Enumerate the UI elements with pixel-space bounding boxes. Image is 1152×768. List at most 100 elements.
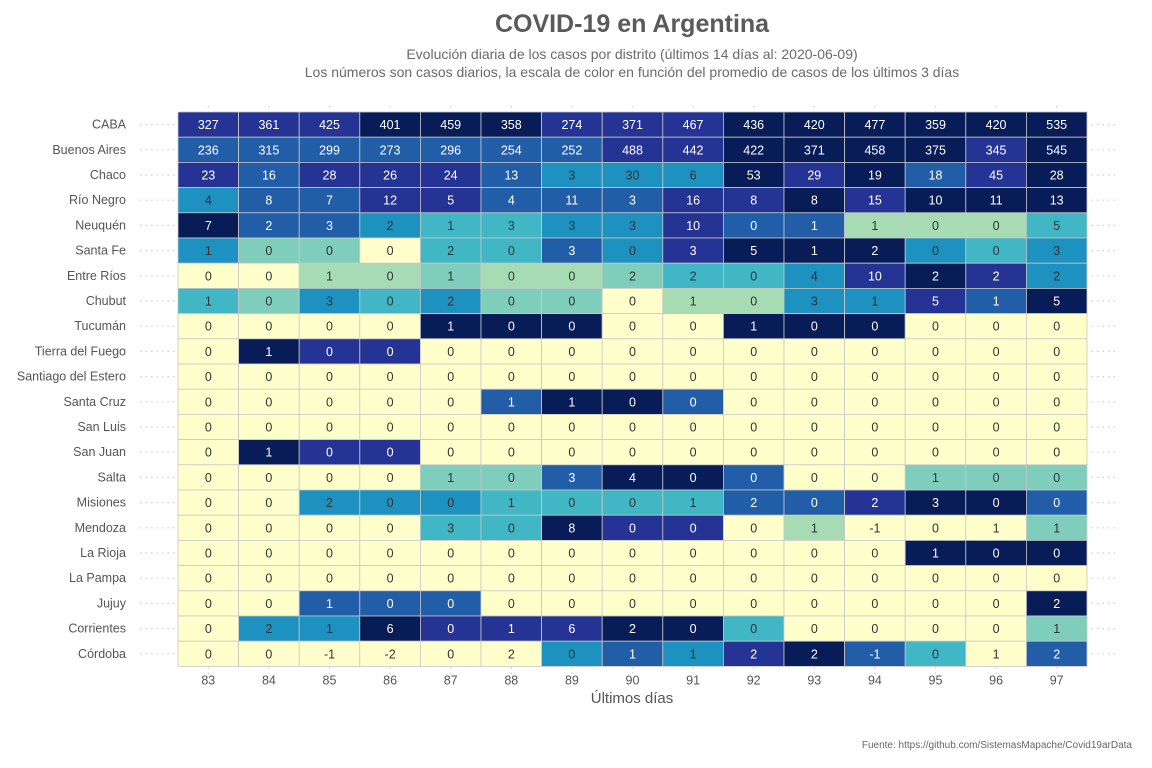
cell-value-label: 467 <box>683 118 704 132</box>
cell-value-label: 18 <box>929 169 943 183</box>
cell-value-label: 0 <box>750 521 757 535</box>
cell-value-label: 0 <box>326 521 333 535</box>
cell-value-label: 2 <box>932 269 939 283</box>
heatmap-cell <box>662 590 724 617</box>
heatmap-cell <box>177 565 239 592</box>
cell-value-label: 28 <box>1050 169 1064 183</box>
cell-value-label: 1 <box>932 471 939 485</box>
heatmap-cell <box>541 388 603 415</box>
cell-value-label: 1 <box>993 647 1000 661</box>
heatmap-cell <box>419 540 482 567</box>
heatmap-cell <box>1026 136 1088 163</box>
cell-value-label: 425 <box>319 118 340 132</box>
cell-value-label: 345 <box>986 143 1007 157</box>
row-label: Chaco <box>90 168 126 182</box>
cell-value-label: 0 <box>326 572 333 586</box>
cell-value-label: 0 <box>1053 496 1060 510</box>
heatmap-cell <box>480 212 542 239</box>
cell-value-label: 0 <box>265 421 272 435</box>
cell-value-label: 0 <box>387 471 394 485</box>
cell-value-label: 6 <box>568 622 575 636</box>
cell-value-label: 1 <box>690 647 697 661</box>
cell-value-label: 12 <box>383 194 397 208</box>
heatmap-cell <box>298 489 361 516</box>
cell-value-label: 0 <box>205 521 212 535</box>
heatmap-cell <box>480 136 542 163</box>
heatmap-cell <box>177 212 239 239</box>
heatmap-cell <box>723 212 785 239</box>
heatmap-cell <box>298 413 361 440</box>
cell-value-label: 5 <box>447 194 454 208</box>
heatmap-cell <box>1026 111 1088 138</box>
heatmap-cell <box>844 464 906 491</box>
heatmap-cell <box>1026 161 1088 188</box>
heatmap-cell <box>177 615 239 642</box>
heatmap-cell <box>177 161 239 188</box>
cell-value-label: 3 <box>568 244 575 258</box>
cell-value-label: 0 <box>1053 395 1060 409</box>
cell-value-label: 0 <box>629 395 636 409</box>
heatmap-cell <box>480 590 542 617</box>
cell-value-label: 1 <box>326 622 333 636</box>
cell-value-label: 0 <box>568 320 575 334</box>
row-label: Chubut <box>86 294 127 308</box>
heatmap-cell <box>541 161 603 188</box>
cell-value-label: 8 <box>750 194 757 208</box>
cell-value-label: 45 <box>989 169 1003 183</box>
cell-value-label: 0 <box>265 320 272 334</box>
cell-value-label: 0 <box>993 345 1000 359</box>
cell-value-label: 11 <box>990 194 1003 208</box>
cell-value-label: 0 <box>932 370 939 384</box>
cell-value-label: 0 <box>1053 446 1060 460</box>
cell-value-label: 0 <box>265 521 272 535</box>
heatmap-cell <box>177 136 239 163</box>
cell-value-label: 0 <box>629 295 636 309</box>
cell-value-label: 358 <box>501 118 522 132</box>
heatmap-cell <box>601 237 664 264</box>
heatmap-cell <box>904 413 967 440</box>
cell-value-label: 0 <box>629 521 636 535</box>
cell-value-label: 375 <box>925 143 946 157</box>
heatmap-cell <box>844 489 906 516</box>
cell-value-label: 0 <box>932 345 939 359</box>
heatmap-cell <box>480 111 542 138</box>
heatmap-cell <box>298 212 361 239</box>
row-label: Salta <box>98 470 127 484</box>
cell-value-label: 0 <box>265 370 272 384</box>
cell-value-label: 0 <box>447 345 454 359</box>
cell-value-label: 0 <box>265 647 272 661</box>
cell-value-label: 0 <box>508 295 515 309</box>
row-label: Río Negro <box>69 193 126 207</box>
heatmap-cell <box>723 388 785 415</box>
cell-value-label: 0 <box>871 622 878 636</box>
cell-value-label: 3 <box>932 496 939 510</box>
cell-value-label: 0 <box>387 370 394 384</box>
row-label: Neuquén <box>75 218 126 232</box>
heatmap-cell <box>1026 262 1088 289</box>
cell-value-label: 0 <box>508 345 515 359</box>
cell-value-label: 2 <box>387 219 394 233</box>
cell-value-label: 0 <box>205 622 212 636</box>
cell-value-label: 0 <box>508 421 515 435</box>
heatmap-cell <box>419 313 482 340</box>
heatmap-cell <box>601 640 664 667</box>
cell-value-label: 5 <box>750 244 757 258</box>
heatmap-cell <box>238 540 300 567</box>
heatmap-cell <box>723 111 785 138</box>
cell-value-label: 2 <box>811 647 818 661</box>
cell-value-label: 3 <box>811 295 818 309</box>
row-label: Buenos Aires <box>52 143 126 157</box>
cell-value-label: 0 <box>750 572 757 586</box>
cell-value-label: 0 <box>447 547 454 561</box>
cell-value-label: 0 <box>811 320 818 334</box>
cell-value-label: 0 <box>508 269 515 283</box>
heatmap-cell <box>541 136 603 163</box>
heatmap-cell <box>238 464 300 491</box>
heatmap-cell <box>662 111 724 138</box>
x-tick-labels: 83 84 85 86 87 88 89 90 91 92 93 94 95 96 97 <box>201 673 1063 687</box>
x-tick-label: 92 <box>747 673 761 687</box>
cell-value-label: 0 <box>811 446 818 460</box>
heatmap-cell <box>419 615 482 642</box>
cell-value-label: 0 <box>568 370 575 384</box>
row-label: La Pampa <box>69 571 126 585</box>
